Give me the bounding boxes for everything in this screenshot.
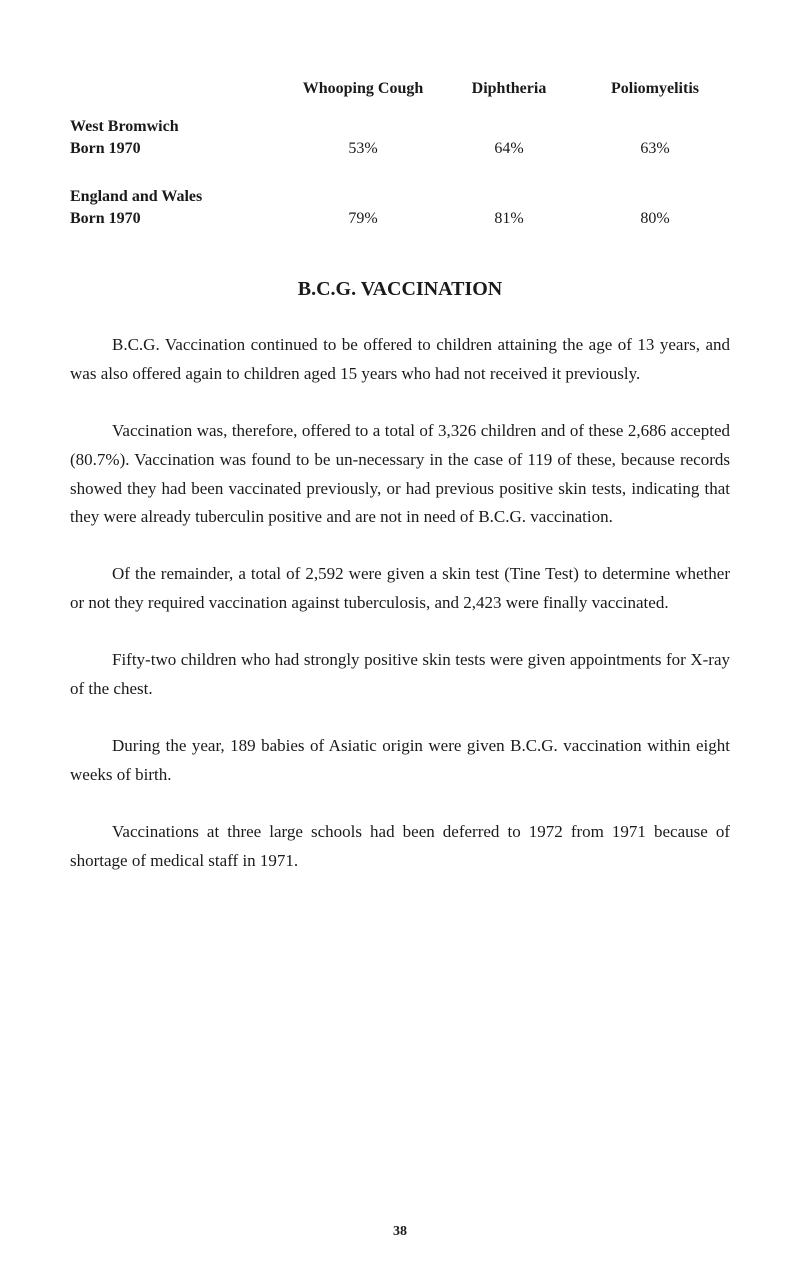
row-label-line2: Born 1970 <box>70 210 290 228</box>
cell-empty <box>436 188 582 206</box>
cell-poliomyelitis: 63% <box>582 140 728 158</box>
cell-empty <box>582 188 728 206</box>
cell-diphtheria: 81% <box>436 210 582 228</box>
cell-empty <box>290 188 436 206</box>
paragraph: B.C.G. Vaccination continued to be offer… <box>70 331 730 389</box>
table-header-row: Whooping Cough Diphtheria Poliomyelitis <box>70 80 730 98</box>
paragraph: Fifty-two children who had strongly posi… <box>70 646 730 704</box>
page-number: 38 <box>0 1224 800 1240</box>
cell-empty <box>290 118 436 136</box>
row-label-line1: England and Wales <box>70 188 290 206</box>
table-row-england-wales: England and Wales Born 1970 79% 81% 80% <box>70 188 730 228</box>
document-page: Whooping Cough Diphtheria Poliomyelitis … <box>0 0 800 943</box>
cell-poliomyelitis: 80% <box>582 210 728 228</box>
paragraph: Of the remainder, a total of 2,592 were … <box>70 560 730 618</box>
row-label-line1: West Bromwich <box>70 118 290 136</box>
table-row: Born 1970 79% 81% 80% <box>70 210 730 228</box>
cell-empty <box>436 118 582 136</box>
table-row: England and Wales <box>70 188 730 206</box>
cell-empty <box>582 118 728 136</box>
cell-whooping: 53% <box>290 140 436 158</box>
paragraph: During the year, 189 babies of Asiatic o… <box>70 732 730 790</box>
table-header-whooping: Whooping Cough <box>290 80 436 98</box>
table-row-west-bromwich: West Bromwich Born 1970 53% 64% 63% <box>70 118 730 158</box>
cell-diphtheria: 64% <box>436 140 582 158</box>
paragraph: Vaccinations at three large schools had … <box>70 818 730 876</box>
table-row: Born 1970 53% 64% 63% <box>70 140 730 158</box>
vaccination-table: Whooping Cough Diphtheria Poliomyelitis … <box>70 80 730 228</box>
table-header-diphtheria: Diphtheria <box>436 80 582 98</box>
table-row: West Bromwich <box>70 118 730 136</box>
table-header-poliomyelitis: Poliomyelitis <box>582 80 728 98</box>
row-label-line2: Born 1970 <box>70 140 290 158</box>
cell-whooping: 79% <box>290 210 436 228</box>
paragraph: Vaccination was, therefore, offered to a… <box>70 417 730 533</box>
table-header-empty <box>70 80 290 98</box>
section-heading: B.C.G. VACCINATION <box>70 278 730 301</box>
